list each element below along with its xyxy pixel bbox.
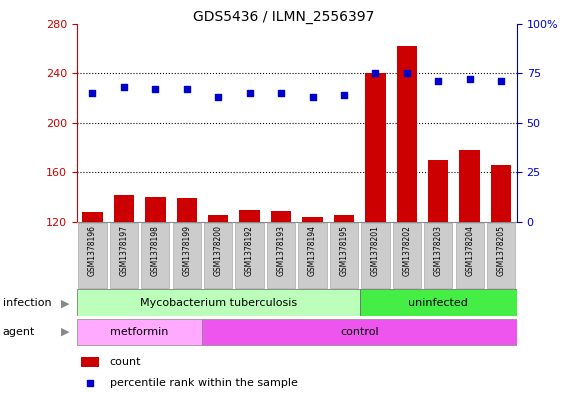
Text: infection: infection bbox=[3, 298, 52, 309]
Text: agent: agent bbox=[3, 327, 35, 337]
Point bbox=[85, 380, 94, 386]
Text: GSM1378193: GSM1378193 bbox=[277, 225, 286, 276]
Bar bbox=[202, 319, 517, 345]
Text: GSM1378200: GSM1378200 bbox=[214, 225, 223, 276]
Bar bbox=[82, 212, 103, 371]
Text: GSM1378204: GSM1378204 bbox=[465, 225, 474, 276]
FancyBboxPatch shape bbox=[298, 223, 327, 288]
Text: count: count bbox=[110, 357, 141, 367]
Bar bbox=[460, 150, 480, 371]
Bar bbox=[177, 198, 197, 371]
Text: GSM1378197: GSM1378197 bbox=[119, 225, 128, 276]
Bar bbox=[360, 289, 517, 316]
Point bbox=[465, 76, 474, 82]
Text: control: control bbox=[340, 327, 379, 337]
Point bbox=[340, 92, 349, 98]
Point bbox=[308, 94, 317, 100]
Point bbox=[88, 90, 97, 96]
FancyBboxPatch shape bbox=[267, 223, 295, 288]
FancyBboxPatch shape bbox=[173, 223, 201, 288]
Bar bbox=[334, 215, 354, 371]
Text: GSM1378194: GSM1378194 bbox=[308, 225, 317, 276]
Text: uninfected: uninfected bbox=[408, 298, 468, 308]
Text: GSM1378196: GSM1378196 bbox=[88, 225, 97, 276]
Point bbox=[434, 78, 443, 84]
Bar bbox=[208, 215, 228, 371]
FancyBboxPatch shape bbox=[392, 223, 421, 288]
Point bbox=[245, 90, 254, 96]
Point bbox=[496, 78, 506, 84]
Bar bbox=[491, 165, 511, 371]
Bar bbox=[365, 73, 386, 371]
Bar bbox=[77, 289, 360, 316]
FancyBboxPatch shape bbox=[204, 223, 232, 288]
FancyBboxPatch shape bbox=[78, 223, 107, 288]
Bar bbox=[271, 211, 291, 371]
Bar bbox=[145, 197, 165, 371]
Point bbox=[214, 94, 223, 100]
Text: ▶: ▶ bbox=[61, 298, 70, 309]
Bar bbox=[302, 217, 323, 371]
Text: GSM1378195: GSM1378195 bbox=[340, 225, 348, 276]
FancyBboxPatch shape bbox=[236, 223, 264, 288]
Bar bbox=[81, 357, 99, 367]
Text: GSM1378198: GSM1378198 bbox=[151, 225, 160, 275]
Text: GSM1378203: GSM1378203 bbox=[434, 225, 443, 276]
Point bbox=[277, 90, 286, 96]
Bar bbox=[114, 195, 134, 371]
Point bbox=[402, 70, 411, 76]
Point bbox=[119, 84, 128, 90]
Text: GDS5436 / ILMN_2556397: GDS5436 / ILMN_2556397 bbox=[193, 10, 375, 24]
Bar bbox=[77, 319, 202, 345]
Text: metformin: metformin bbox=[110, 327, 169, 337]
FancyBboxPatch shape bbox=[141, 223, 169, 288]
Point bbox=[151, 86, 160, 92]
Bar bbox=[428, 160, 449, 371]
FancyBboxPatch shape bbox=[456, 223, 484, 288]
Text: GSM1378202: GSM1378202 bbox=[402, 225, 411, 275]
Text: GSM1378199: GSM1378199 bbox=[182, 225, 191, 276]
Bar bbox=[239, 209, 260, 371]
Text: GSM1378192: GSM1378192 bbox=[245, 225, 254, 275]
Text: ▶: ▶ bbox=[61, 327, 70, 337]
Text: Mycobacterium tuberculosis: Mycobacterium tuberculosis bbox=[140, 298, 296, 308]
FancyBboxPatch shape bbox=[330, 223, 358, 288]
Point bbox=[371, 70, 380, 76]
Text: percentile rank within the sample: percentile rank within the sample bbox=[110, 378, 298, 388]
FancyBboxPatch shape bbox=[424, 223, 453, 288]
Text: GSM1378205: GSM1378205 bbox=[496, 225, 506, 276]
Point bbox=[182, 86, 191, 92]
Text: GSM1378201: GSM1378201 bbox=[371, 225, 380, 275]
FancyBboxPatch shape bbox=[361, 223, 390, 288]
FancyBboxPatch shape bbox=[487, 223, 515, 288]
FancyBboxPatch shape bbox=[110, 223, 138, 288]
Bar bbox=[396, 46, 417, 371]
